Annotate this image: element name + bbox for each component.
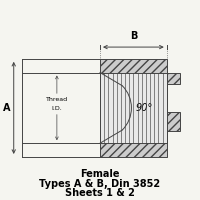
Text: Sheets 1 & 2: Sheets 1 & 2 bbox=[65, 188, 135, 198]
Text: A: A bbox=[3, 103, 11, 113]
Text: Female: Female bbox=[80, 169, 120, 179]
Text: B: B bbox=[130, 31, 137, 41]
Polygon shape bbox=[100, 59, 180, 104]
Text: Thread: Thread bbox=[46, 97, 68, 102]
Bar bbox=[100, 73, 167, 143]
Text: Types A & B, Din 3852: Types A & B, Din 3852 bbox=[39, 179, 161, 189]
Text: 90°: 90° bbox=[135, 103, 153, 113]
Polygon shape bbox=[100, 112, 180, 157]
Text: I.D.: I.D. bbox=[52, 106, 62, 111]
